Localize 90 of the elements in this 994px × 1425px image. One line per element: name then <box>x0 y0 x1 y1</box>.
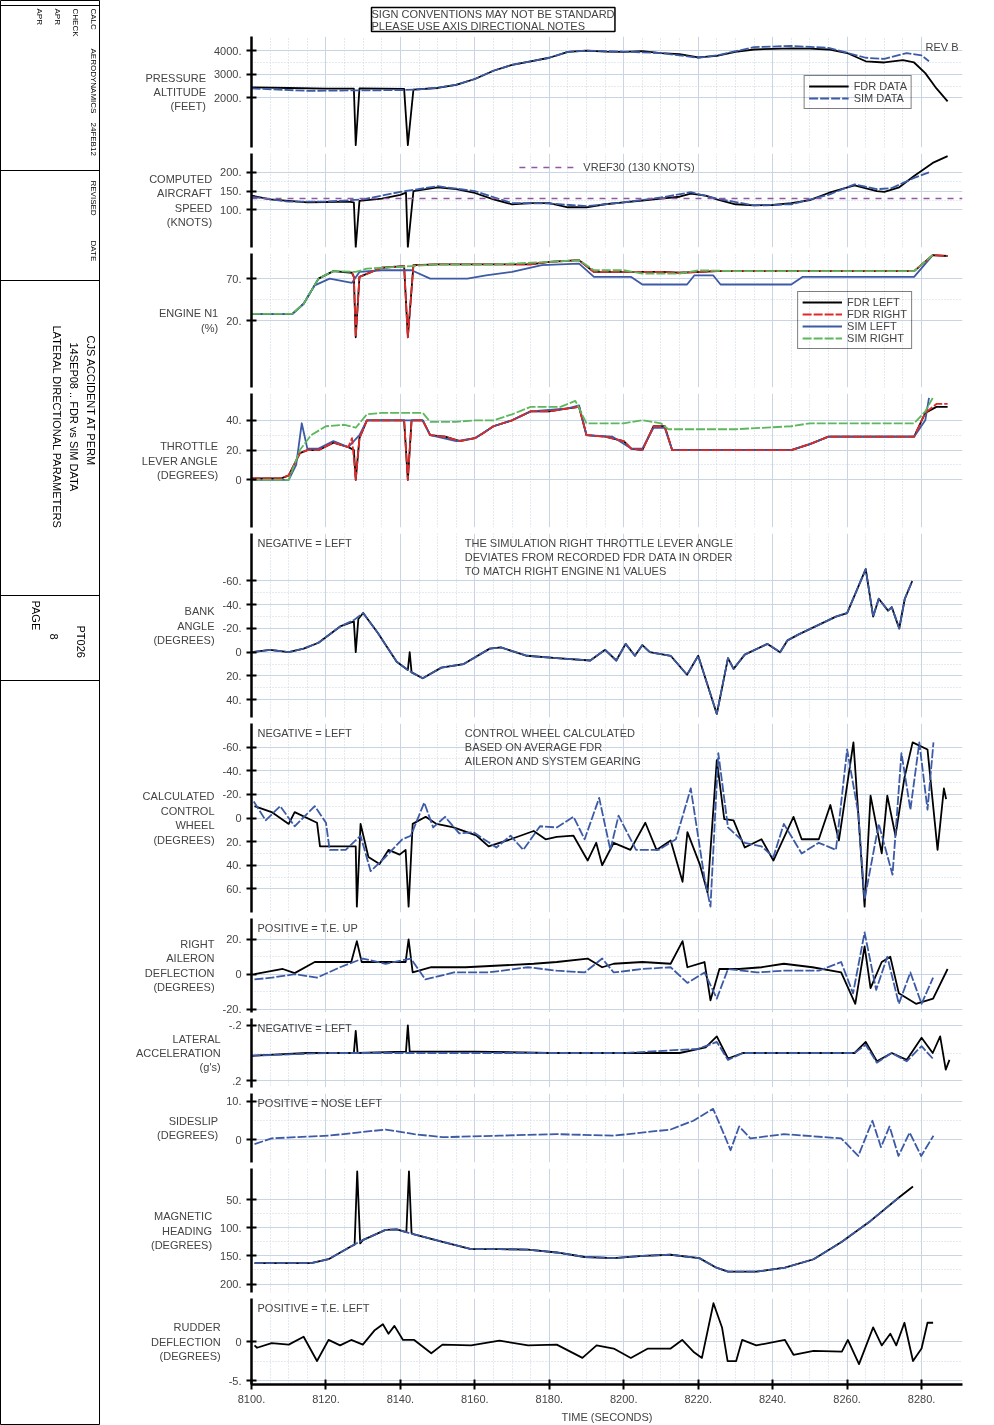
x-tick-label: 8220. <box>684 1392 712 1405</box>
y-tick-label: 2000. <box>213 91 242 104</box>
y-tick-label: 4000. <box>213 44 242 57</box>
y-axis-title: RUDDER DEFLECTION (DEGREES) <box>150 1321 221 1362</box>
y-tick-label: 20. <box>226 444 242 457</box>
y-axis-title: RIGHT AILERON DEFLECTION (DEGREES) <box>144 937 215 994</box>
text: PAGE <box>29 600 42 631</box>
x-axis-title: TIME (SECONDS) <box>561 1410 653 1423</box>
y-tick-label: -40. <box>222 598 242 611</box>
legend-label: FDR LEFT <box>847 296 900 308</box>
y-tick-label: 0 <box>235 473 242 486</box>
y-tick-label: -60. <box>222 741 242 754</box>
y-axis-title: CALCULATED CONTROL WHEEL (DEGREES) <box>142 790 215 846</box>
y-tick-label: 40. <box>226 859 242 872</box>
y-tick-label: 0 <box>235 1133 242 1146</box>
legend-label: SIM RIGHT <box>847 332 904 344</box>
annotation: CONTROL WHEEL CALCULATED BASED ON AVERAGE FDR AILERON AND SYSTEM GEARING <box>464 726 641 768</box>
y-tick-label: 0 <box>235 1335 242 1348</box>
x-tick-label: 8160. <box>461 1392 489 1405</box>
x-tick-label: 8260. <box>833 1392 861 1405</box>
text: DATE <box>89 240 98 262</box>
y-axis-title: THROTTLE LEVER ANGLE (DEGREES) <box>141 440 219 481</box>
text: LATERAL DIRECTIONAL PARAMETERS <box>50 325 63 528</box>
annotation: POSITIVE = T.E. LEFT <box>257 1301 370 1314</box>
y-axis-title: LATERAL ACCELERATION (g's) <box>135 1032 221 1074</box>
text: APR <box>35 8 44 26</box>
y-tick-label: 20. <box>226 933 242 946</box>
legend-label: FDR RIGHT <box>847 308 907 320</box>
annotation: POSITIVE = NOSE LEFT <box>257 1096 383 1109</box>
x-tick-label: 8200. <box>609 1392 638 1405</box>
y-tick-label: 0 <box>235 968 242 981</box>
y-axis-title: BANK ANGLE (DEGREES) <box>153 605 216 646</box>
y-tick-label: -60. <box>222 574 242 587</box>
y-tick-label: -20. <box>222 788 242 801</box>
y-tick-label: 70. <box>226 272 242 285</box>
y-tick-label: 0 <box>235 812 242 824</box>
y-tick-label: 20. <box>226 314 242 327</box>
annotation: NEGATIVE = LEFT <box>257 726 353 739</box>
y-tick-label: 20. <box>226 669 242 682</box>
y-axis-title: PRESSURE ALTITUDE (FEET) <box>145 71 206 113</box>
annotation: NEGATIVE = LEFT <box>257 536 353 549</box>
annotation: POSITIVE = T.E. UP <box>257 921 358 934</box>
text: AERODYNAMICS <box>89 48 98 114</box>
legend-label: FDR DATA <box>853 79 907 92</box>
text: PT026 <box>74 625 87 658</box>
x-tick-label: 8140. <box>386 1392 415 1405</box>
text: CALC <box>89 8 98 31</box>
text: 14SEP08 .. FDR vs SIM DATA <box>67 342 80 492</box>
legend-label: SIM DATA <box>853 91 904 104</box>
y-tick-label: 150. <box>220 1249 242 1262</box>
text: 24FEB12 <box>89 122 98 157</box>
y-tick-label: 200. <box>220 1278 242 1291</box>
y-axis-title: ENGINE N1 (%) <box>158 307 219 334</box>
y-axis-title: SIDESLIP (DEGREES) <box>157 1114 219 1142</box>
annotation: NEGATIVE = LEFT <box>257 1021 353 1034</box>
y-tick-label: 0 <box>235 646 242 659</box>
annotation: THE SIMULATION RIGHT THROTTLE LEVER ANGLE DEVIATES FROM RECORDED FDR DATA IN ORDER TO MATCH RIGHT ENGINE N1 VALUES <box>464 536 734 578</box>
x-tick-label: 8240. <box>758 1392 787 1405</box>
y-tick-label: 150. <box>220 185 242 198</box>
x-tick-label: 8100. <box>237 1392 266 1405</box>
y-tick-label: -40. <box>222 764 242 777</box>
y-tick-label: 3000. <box>213 68 242 81</box>
text: 8 <box>47 633 60 640</box>
y-tick-label: 40. <box>226 693 242 706</box>
y-tick-label: 200. <box>220 166 242 179</box>
y-tick-label: 40. <box>226 414 242 427</box>
chart-subtitle: REV B <box>925 40 959 53</box>
y-tick-label: -5. <box>228 1374 242 1387</box>
x-tick-label: 8280. <box>907 1392 936 1405</box>
y-tick-label: -.2 <box>228 1019 242 1032</box>
chart-title: SIGN CONVENTIONS MAY NOT BE STANDARD PLEASE USE AXIS DIRECTIONAL NOTES <box>371 7 615 32</box>
text: CHECK <box>71 8 80 38</box>
y-tick-label: -20. <box>222 622 242 635</box>
x-tick-label: 8120. <box>312 1392 340 1405</box>
y-axis-title: MAGNETIC HEADING (DEGREES) <box>150 1210 213 1251</box>
y-axis-title: COMPUTED AIRCRAFT SPEED (KNOTS) <box>149 172 213 229</box>
x-tick-label: 8180. <box>535 1392 564 1405</box>
y-tick-label: 100. <box>220 203 242 216</box>
legend-label: SIM LEFT <box>847 320 897 332</box>
y-tick-label: 20. <box>226 835 242 848</box>
y-tick-label: 50. <box>226 1193 242 1206</box>
y-tick-label: .2 <box>232 1074 242 1087</box>
text: CJS ACCIDENT AT PERM <box>84 335 97 466</box>
ref-line-label: VREF30 (130 KNOTS) <box>583 161 695 173</box>
text: APR <box>53 8 62 26</box>
y-tick-label: 100. <box>220 1221 242 1234</box>
y-tick-label: -20. <box>222 1003 242 1016</box>
y-tick-label: 10. <box>226 1095 242 1108</box>
text: REVISED <box>89 180 98 216</box>
y-tick-label: 60. <box>226 882 242 895</box>
